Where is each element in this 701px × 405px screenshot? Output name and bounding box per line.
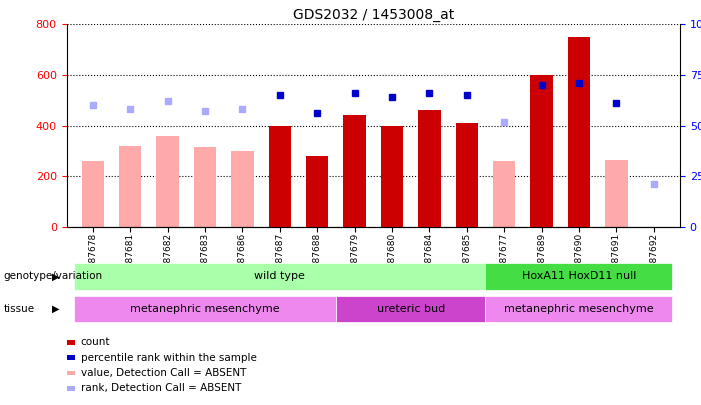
Text: count: count: [81, 337, 110, 347]
Text: ureteric bud: ureteric bud: [376, 304, 445, 314]
Bar: [418, 111, 441, 227]
Bar: [568, 37, 590, 227]
Text: metanephric mesenchyme: metanephric mesenchyme: [504, 304, 654, 314]
Bar: [231, 151, 254, 227]
Bar: [156, 136, 179, 227]
Text: rank, Detection Call = ABSENT: rank, Detection Call = ABSENT: [81, 384, 241, 393]
Text: percentile rank within the sample: percentile rank within the sample: [81, 353, 257, 362]
Text: genotype/variation: genotype/variation: [4, 271, 102, 281]
Bar: [531, 75, 553, 227]
Bar: [456, 123, 478, 227]
Text: value, Detection Call = ABSENT: value, Detection Call = ABSENT: [81, 368, 246, 378]
Text: metanephric mesenchyme: metanephric mesenchyme: [130, 304, 280, 314]
Title: GDS2032 / 1453008_at: GDS2032 / 1453008_at: [292, 8, 454, 22]
Bar: [493, 161, 515, 227]
Text: ▶: ▶: [52, 304, 60, 314]
Bar: [306, 156, 328, 227]
Bar: [119, 146, 142, 227]
Text: HoxA11 HoxD11 null: HoxA11 HoxD11 null: [522, 271, 637, 281]
Bar: [193, 147, 216, 227]
Text: wild type: wild type: [254, 271, 305, 281]
Bar: [381, 126, 403, 227]
Bar: [81, 161, 104, 227]
Bar: [268, 126, 291, 227]
Text: tissue: tissue: [4, 304, 34, 314]
Bar: [343, 115, 366, 227]
Bar: [605, 160, 627, 227]
Text: ▶: ▶: [52, 271, 60, 281]
